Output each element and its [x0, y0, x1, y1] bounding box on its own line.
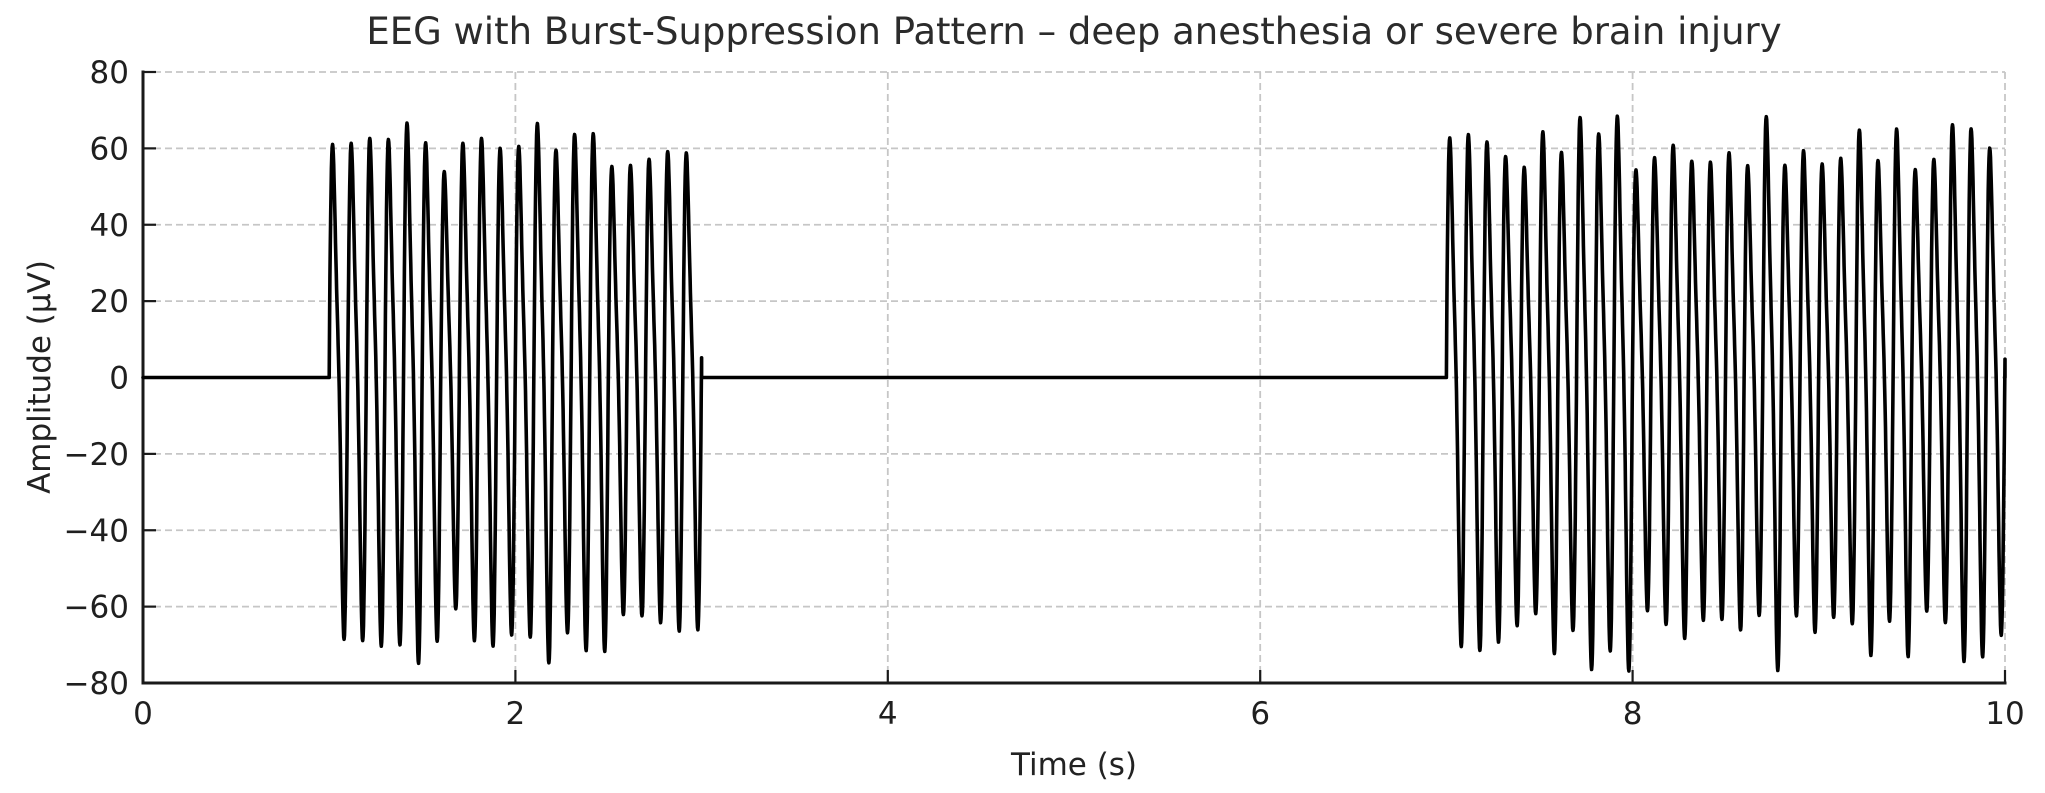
x-tick-label: 4	[878, 696, 898, 732]
x-tick-label: 2	[506, 696, 526, 732]
chart-title: EEG with Burst-Suppression Pattern – dee…	[366, 10, 1782, 53]
x-axis-label: Time (s)	[1010, 747, 1138, 783]
y-tick-label: 80	[90, 55, 129, 91]
x-tick-label: 0	[133, 696, 153, 732]
x-tick-label: 10	[1985, 696, 2024, 732]
y-tick-label: −80	[64, 666, 129, 702]
y-tick-label: 60	[90, 131, 129, 167]
eeg-trace	[141, 114, 2007, 673]
y-tick-label: 0	[109, 361, 129, 397]
y-tick-label: −40	[64, 513, 129, 549]
y-tick-label: −20	[64, 437, 129, 473]
y-tick-label: 20	[90, 284, 129, 320]
y-axis-label: Amplitude (µV)	[22, 260, 58, 494]
y-tick-label: 40	[90, 208, 129, 244]
x-tick-label: 8	[1623, 696, 1643, 732]
x-tick-label: 6	[1250, 696, 1270, 732]
y-tick-label: −60	[64, 590, 129, 626]
